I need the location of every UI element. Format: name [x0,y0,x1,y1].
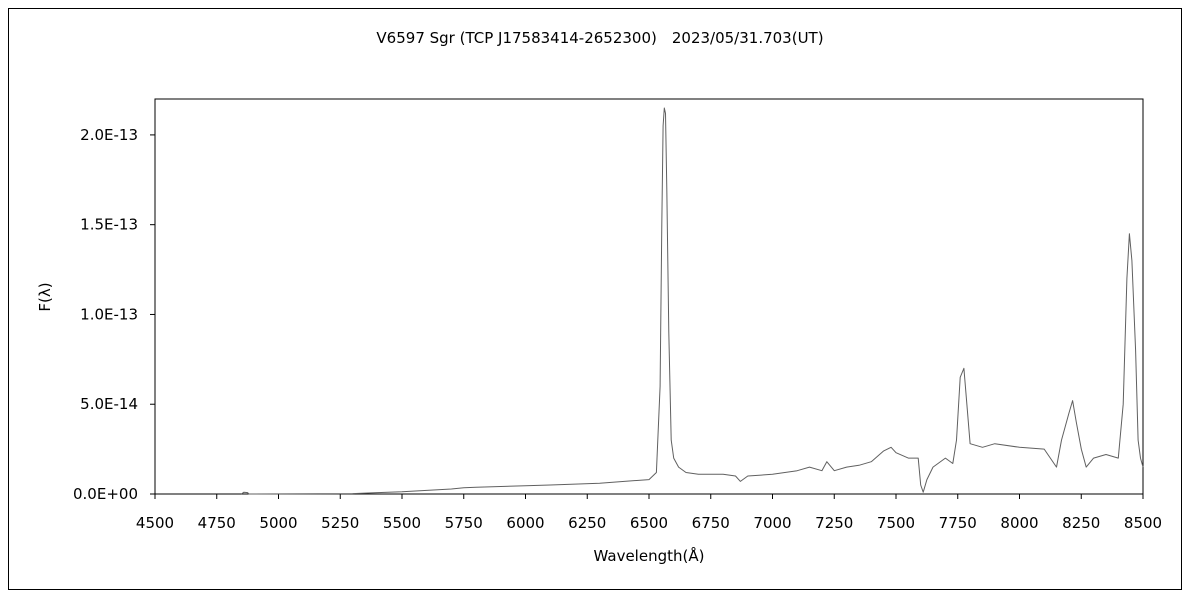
x-tick-label: 5250 [321,514,359,532]
x-tick-label: 7500 [877,514,915,532]
y-tick-label: 0.0E+00 [73,485,138,503]
y-axis: 0.0E+00 5.0E-14 1.0E-13 1.5E-13 2.0E-13 [73,126,155,503]
y-tick-label: 5.0E-14 [80,395,138,413]
spectrum-line [241,107,1144,495]
x-tick-label: 6250 [568,514,606,532]
series-layer [241,107,1144,495]
plot-area [154,98,1144,495]
x-tick-label: 6750 [692,514,730,532]
x-tick-label: 6500 [630,514,668,532]
chart-title: V6597 Sgr (TCP J17583414-2652300) 2023/0… [376,29,823,47]
x-tick-label: 5750 [445,514,483,532]
y-axis-label: F(λ) [36,282,54,311]
x-tick-label: 5500 [383,514,421,532]
y-tick-label: 2.0E-13 [80,126,138,144]
x-tick-label: 7000 [753,514,791,532]
x-tick-label: 7250 [815,514,853,532]
x-tick-label: 8000 [1000,514,1038,532]
x-axis-label: Wavelength(Å) [594,546,705,565]
x-tick-label: 5000 [259,514,297,532]
x-tick-label: 7750 [939,514,977,532]
x-tick-label: 8250 [1062,514,1100,532]
x-axis: 4500 4750 5000 5250 5500 5750 6000 6250 6500 6750… [136,494,1162,532]
x-tick-label: 6000 [506,514,544,532]
y-tick-label: 1.0E-13 [80,305,138,323]
y-tick-label: 1.5E-13 [80,216,138,234]
x-tick-label: 8500 [1124,514,1162,532]
x-tick-label: 4500 [136,514,174,532]
x-tick-label: 4750 [198,514,236,532]
